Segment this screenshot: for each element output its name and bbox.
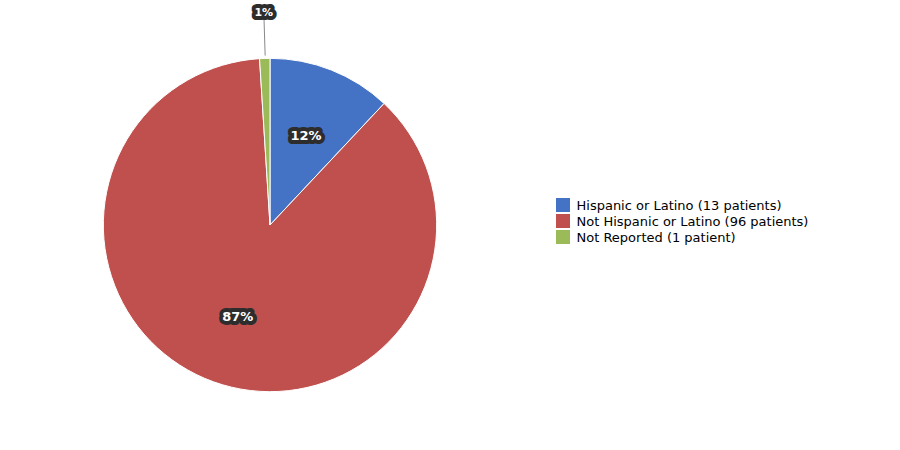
svg-text:1%: 1% bbox=[254, 6, 273, 19]
html-text:Not Hispanic or Latino (96 pat: Not Hispanic or Latino (96 patients) bbox=[576, 213, 809, 229]
svg-text:87%: 87% bbox=[222, 309, 253, 324]
html-text:Not Reported (1 patient): Not Reported (1 patient) bbox=[576, 229, 736, 245]
html-text:Hispanic or Latino (13 patient: Hispanic or Latino (13 patients) bbox=[576, 197, 782, 213]
svg-text:12%: 12% bbox=[291, 128, 322, 143]
